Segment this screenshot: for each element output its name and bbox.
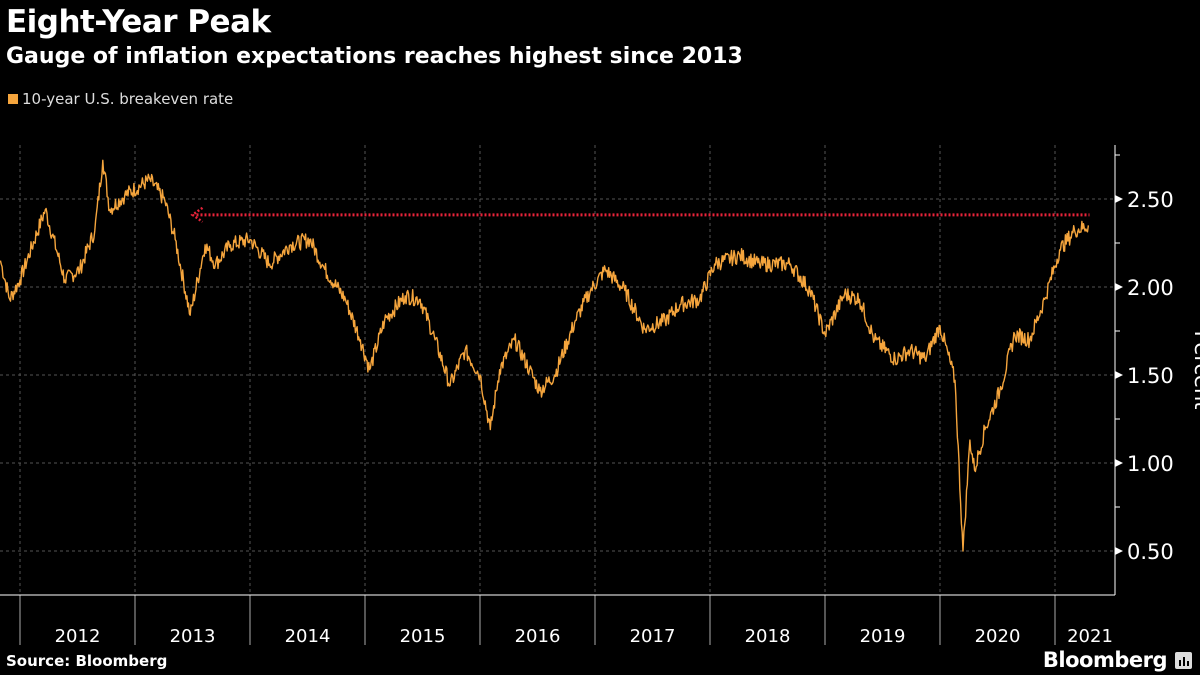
y-tick-mark [1115, 283, 1123, 291]
y-tick-label: 1.50 [1127, 364, 1174, 388]
legend: 10-year U.S. breakeven rate [8, 90, 233, 108]
legend-label: 10-year U.S. breakeven rate [22, 90, 234, 108]
y-tick-label: 2.00 [1127, 276, 1174, 300]
y-tick-label: 1.00 [1127, 452, 1174, 476]
y-tick-mark [1115, 459, 1123, 467]
y-tick-mark [1115, 371, 1123, 379]
y-tick-mark [1115, 547, 1123, 555]
bloomberg-chart-icon [1175, 651, 1192, 669]
x-tick-label: 2019 [860, 626, 906, 647]
legend-swatch [8, 94, 18, 104]
x-tick-label: 2016 [515, 626, 561, 647]
chart-title: Eight-Year Peak [6, 4, 271, 40]
y-tick-label: 2.50 [1127, 188, 1174, 212]
series-line-breakeven-rate [0, 159, 1090, 552]
x-tick-label: 2015 [400, 626, 446, 647]
y-tick-mark [1115, 195, 1123, 203]
reference-arrow-icon [190, 206, 204, 223]
bloomberg-logo: Bloomberg [1043, 648, 1192, 672]
x-tick-label: 2021 [1067, 626, 1113, 647]
chart-subtitle: Gauge of inflation expectations reaches … [6, 44, 743, 69]
x-tick-label: 2017 [630, 626, 676, 647]
x-tick-label: 2020 [975, 626, 1021, 647]
logo-text: Bloomberg [1042, 648, 1168, 672]
source-note: Source: Bloomberg [6, 652, 168, 670]
y-tick-label: 0.50 [1127, 540, 1174, 564]
x-tick-label: 2014 [285, 626, 331, 647]
x-tick-label: 2012 [55, 626, 101, 647]
x-tick-label: 2018 [745, 626, 791, 647]
x-tick-label: 2013 [170, 626, 216, 647]
